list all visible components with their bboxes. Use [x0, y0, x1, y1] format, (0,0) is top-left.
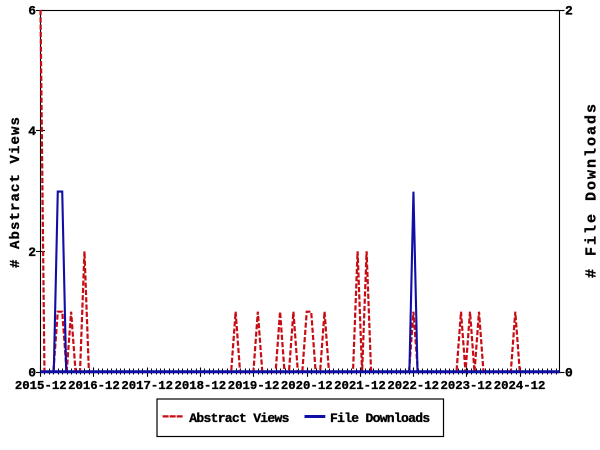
svg-text:File Downloads: File Downloads: [330, 411, 430, 426]
svg-text:6: 6: [28, 4, 36, 19]
svg-text:0: 0: [28, 366, 36, 381]
svg-text:2024-12: 2024-12: [494, 379, 546, 393]
svg-text:2015-12: 2015-12: [15, 379, 67, 393]
svg-text:# File Downloads: # File Downloads: [584, 102, 600, 278]
svg-text:# Abstract Views: # Abstract Views: [8, 116, 24, 268]
svg-text:Abstract Views: Abstract Views: [189, 411, 289, 426]
svg-text:2023-12: 2023-12: [441, 379, 493, 393]
svg-text:2017-12: 2017-12: [121, 379, 173, 393]
svg-text:4: 4: [28, 124, 36, 139]
svg-text:2022-12: 2022-12: [387, 379, 439, 393]
svg-text:2018-12: 2018-12: [175, 379, 227, 393]
svg-text:0: 0: [565, 366, 573, 381]
svg-text:2021-12: 2021-12: [334, 379, 386, 393]
svg-text:2020-12: 2020-12: [281, 379, 333, 393]
svg-text:2016-12: 2016-12: [68, 379, 120, 393]
svg-text:2: 2: [28, 245, 36, 260]
svg-text:2019-12: 2019-12: [228, 379, 280, 393]
svg-text:2: 2: [565, 4, 573, 19]
